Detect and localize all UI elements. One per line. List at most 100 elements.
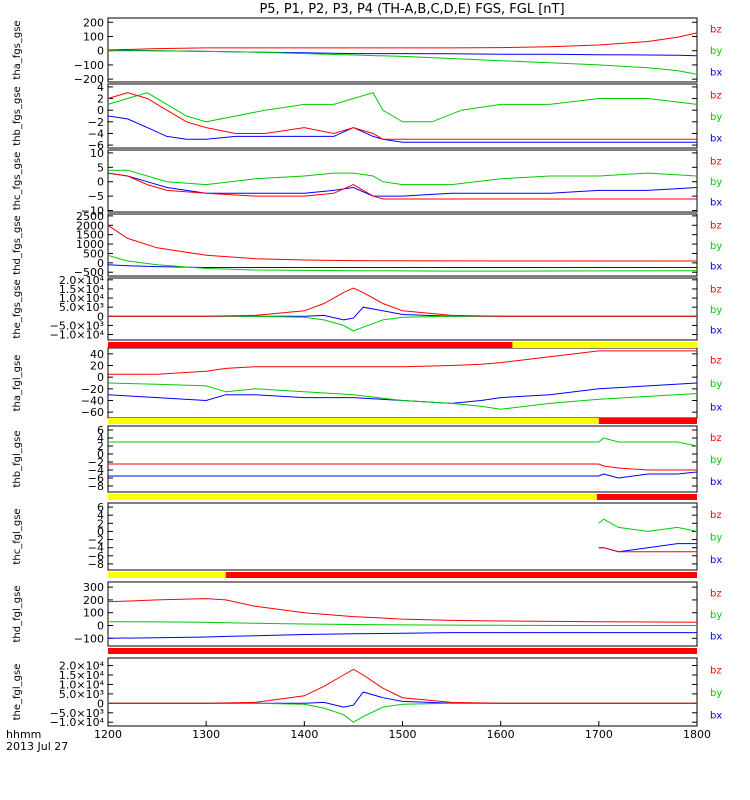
series-by [107, 621, 697, 626]
legend-bz: bz [710, 510, 722, 521]
series-by [107, 254, 698, 272]
y-tick-label: 2.0×10⁴ [59, 660, 105, 673]
series-bz [107, 224, 697, 262]
y-tick-label: 1000 [76, 238, 104, 251]
y-tick-label: −500 [74, 266, 104, 279]
legend-bx: bx [710, 326, 722, 337]
time-axis: 1200 1300 1400 1500 1600 1700 1800 [94, 721, 711, 741]
y-tick-label: 2 [97, 440, 104, 453]
y-tick-label: −1.0×10⁴ [50, 329, 105, 342]
y-tick-label: 6 [97, 424, 104, 437]
series-bz [108, 668, 697, 704]
series-by [107, 382, 698, 410]
legend-bx: bx [710, 711, 722, 722]
mode-bar-red [108, 342, 513, 348]
y-tick-label: −4 [88, 127, 104, 140]
mode-bars [108, 342, 698, 654]
y-tick-label: −2 [88, 116, 104, 129]
mode-bar-yellow [108, 418, 599, 424]
panel-the_fgl_gse: 2.0×10⁴1.5×10⁴1.0×10⁴5.0×10³0−5.0×10³−1.… [12, 657, 722, 729]
panel-thb_fgs_gse: 420−2−4−6 thb_fgs_gse bz by bx [12, 81, 722, 152]
plot-frame [107, 347, 698, 419]
y-tick-label: 4 [97, 509, 104, 522]
y-axis-label: tha_fgs_gse [12, 20, 23, 79]
legend-bz: bz [710, 156, 722, 167]
legend-bx: bx [710, 198, 722, 209]
y-tick-label: 0 [97, 104, 104, 117]
series-by [108, 437, 698, 447]
y-tick-label: 0 [97, 448, 104, 461]
y-tick-label: 1.0×10⁴ [59, 678, 105, 691]
legend-by: by [710, 455, 722, 466]
y-tick-label: 200 [83, 16, 104, 29]
series-by [108, 169, 698, 186]
legend-bz: bz [710, 589, 722, 600]
y-tick-label: −6 [88, 550, 104, 563]
series-bx [108, 691, 697, 708]
legend-by: by [710, 610, 722, 621]
y-tick-label: −2 [88, 534, 104, 547]
y-axis-label: tha_fgl_gse [12, 355, 23, 412]
y-axis-label: thd_fgs_gse [12, 215, 23, 274]
y-tick-label: 500 [83, 247, 104, 260]
panel-thc_fgs_gse: 105 0−5 −10 thc_fgs_gse bz by bx [12, 147, 722, 218]
y-tick-label: 0 [97, 176, 104, 189]
legend-bx: bx [710, 631, 722, 642]
legend-bz: bz [710, 665, 722, 676]
series-bz [108, 350, 697, 375]
y-tick-label: −5.0×10³ [50, 707, 104, 720]
y-tick-label: 1.5×10⁴ [59, 283, 105, 296]
plot-frame [107, 425, 698, 493]
y-tick-label: −100 [74, 59, 104, 72]
y-tick-label: −10 [81, 205, 104, 218]
y-axis-label: thb_fgs_gse [12, 86, 23, 145]
y-tick-label: −4 [88, 542, 104, 555]
y-tick-label: 100 [83, 30, 104, 43]
y-tick-label: 0 [97, 371, 104, 384]
date-label: 2013 Jul 27 [6, 740, 68, 753]
y-tick-label: −8 [88, 558, 104, 571]
legend-by: by [710, 241, 722, 252]
y-tick-label: 0 [97, 525, 104, 538]
series-bx [107, 115, 697, 143]
plot-frame [107, 502, 698, 571]
mode-bar-yellow [108, 494, 597, 500]
y-tick-label: 100 [83, 607, 104, 620]
legend-by: by [710, 688, 722, 699]
y-tick-label: 5.0×10³ [59, 301, 104, 314]
legend-bx: bx [710, 67, 722, 78]
time-format-label: hhmm [6, 728, 41, 741]
y-axis-label: the_fgl_gse [12, 664, 23, 721]
series-bz [108, 463, 697, 471]
y-tick-label: 0 [97, 620, 104, 633]
x-tick-label: 1200 [94, 728, 122, 741]
legend-bx: bx [710, 262, 722, 273]
series-bx [107, 172, 698, 197]
y-tick-label: 4 [97, 81, 104, 94]
legend-bz: bz [710, 433, 722, 444]
legend-by: by [710, 177, 722, 188]
y-tick-label: −100 [74, 632, 104, 645]
mode-bar-yellow [108, 572, 226, 578]
y-tick-label: 1.0×10⁴ [59, 292, 105, 305]
y-tick-label: 40 [90, 348, 104, 361]
plot-frame [107, 149, 698, 213]
legend-by: by [710, 379, 722, 390]
series-bz [107, 172, 697, 200]
y-tick-label: 4 [97, 432, 104, 445]
x-tick-label: 1300 [192, 728, 220, 741]
y-axis-label: thb_fgl_gse [12, 431, 23, 488]
mode-bar-red [225, 572, 698, 578]
series-by [108, 702, 697, 723]
legend-bx: bx [710, 402, 722, 413]
series-bz [107, 92, 697, 140]
y-tick-label: −2 [88, 456, 104, 469]
y-tick-label: 1.5×10⁴ [59, 669, 105, 682]
y-tick-label: 0 [97, 45, 104, 58]
y-tick-label: 300 [83, 581, 104, 594]
y-axis-label: thc_fgl_gse [12, 508, 23, 564]
